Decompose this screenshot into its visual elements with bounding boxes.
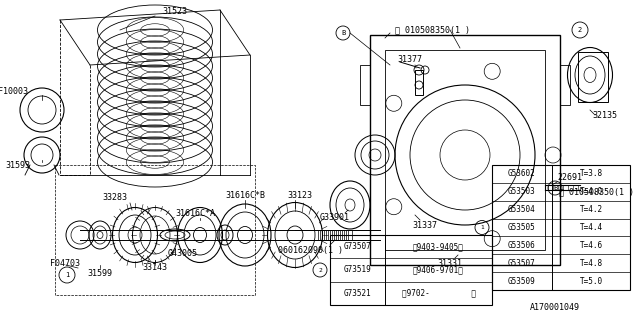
Text: 2: 2 xyxy=(318,268,322,273)
Text: T=4.8: T=4.8 xyxy=(579,259,603,268)
Text: G33901: G33901 xyxy=(320,213,350,222)
Bar xyxy=(330,235,492,305)
Bar xyxy=(385,50,545,250)
Bar xyxy=(55,165,255,295)
Bar xyxy=(492,165,630,290)
Text: 31523: 31523 xyxy=(163,7,188,17)
Text: 33283: 33283 xyxy=(102,193,127,202)
Bar xyxy=(415,70,423,95)
Text: 。9403-9405〃: 。9403-9405〃 xyxy=(413,242,464,251)
Text: B: B xyxy=(553,185,557,191)
Text: 。9406-9701〃: 。9406-9701〃 xyxy=(413,266,464,275)
Text: T=4.0: T=4.0 xyxy=(579,187,603,196)
Text: Ⓑ 010508350(1 ): Ⓑ 010508350(1 ) xyxy=(395,26,470,35)
Text: G53509: G53509 xyxy=(508,276,536,285)
Text: 31331: 31331 xyxy=(438,259,463,268)
Bar xyxy=(370,35,560,265)
Text: 31616C*A: 31616C*A xyxy=(175,209,215,218)
Text: G73521: G73521 xyxy=(344,289,371,298)
Text: T=4.4: T=4.4 xyxy=(579,223,603,232)
Text: G53505: G53505 xyxy=(508,223,536,232)
Text: 33143: 33143 xyxy=(143,262,168,271)
Text: G73507: G73507 xyxy=(344,242,371,251)
Bar xyxy=(578,52,608,102)
Text: G43005: G43005 xyxy=(168,249,198,258)
Text: G53504: G53504 xyxy=(508,205,536,214)
Text: G53503: G53503 xyxy=(508,187,536,196)
Text: A170001049: A170001049 xyxy=(530,303,580,313)
Text: 1: 1 xyxy=(480,225,484,230)
Text: 33123: 33123 xyxy=(287,190,312,199)
Text: T=4.2: T=4.2 xyxy=(579,205,603,214)
Bar xyxy=(360,65,370,105)
Text: B: B xyxy=(341,30,345,36)
Text: 1: 1 xyxy=(65,272,69,278)
Text: G53506: G53506 xyxy=(508,241,536,250)
Text: 060162090(1 ): 060162090(1 ) xyxy=(278,245,342,254)
Text: G53602: G53602 xyxy=(508,169,536,179)
Text: Ⓑ 010508350(1 ): Ⓑ 010508350(1 ) xyxy=(559,188,634,196)
Text: T=4.6: T=4.6 xyxy=(579,241,603,250)
Text: 31593: 31593 xyxy=(5,161,30,170)
Bar xyxy=(560,65,570,105)
Text: 。9702-         〃: 。9702- 〃 xyxy=(401,289,476,298)
Text: 31377: 31377 xyxy=(397,55,422,65)
Text: G53507: G53507 xyxy=(508,259,536,268)
Text: F04703: F04703 xyxy=(50,259,80,268)
Text: 31337: 31337 xyxy=(413,220,438,229)
Text: 32135: 32135 xyxy=(593,110,618,119)
Text: G73519: G73519 xyxy=(344,266,371,275)
Text: T=5.0: T=5.0 xyxy=(579,276,603,285)
Text: 22691: 22691 xyxy=(557,173,582,182)
Text: T=3.8: T=3.8 xyxy=(579,169,603,179)
Text: 31599: 31599 xyxy=(88,268,113,277)
Text: 31616C*B: 31616C*B xyxy=(225,190,265,199)
Text: F10003: F10003 xyxy=(0,87,28,97)
Text: 2: 2 xyxy=(578,27,582,33)
